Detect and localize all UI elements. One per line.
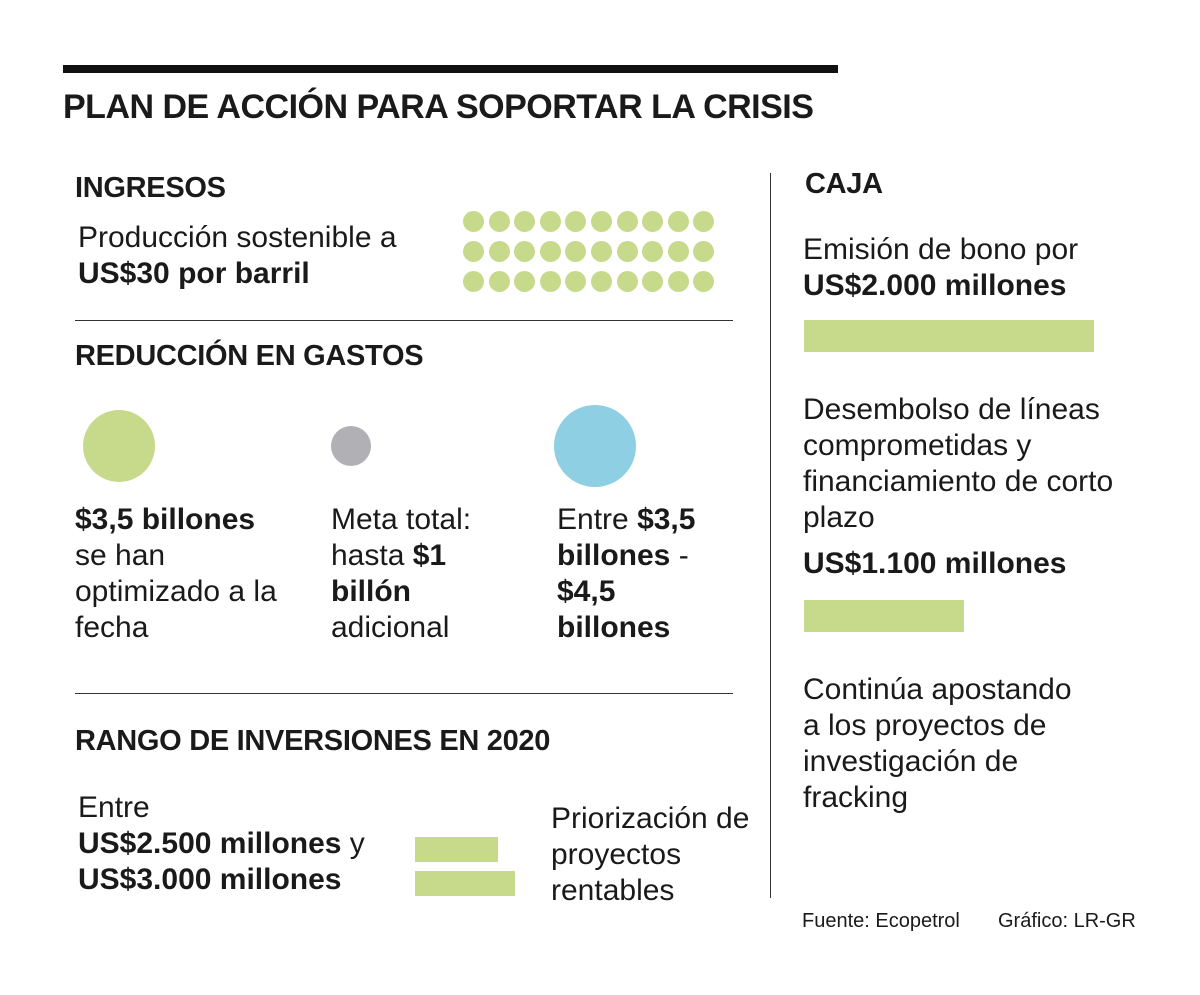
barrel-dot — [488, 271, 510, 292]
caja-item-1-text: Emisión de bono por — [803, 233, 1079, 266]
gastos-item-2-text: Meta total: hasta — [331, 503, 472, 572]
ingresos-text: Producción sostenible a US$30 por barril — [78, 220, 458, 292]
inversiones-amount-low: US$2.500 millones — [78, 827, 342, 860]
graphic-credit: Gráfico: LR-GR — [998, 910, 1136, 932]
barrel-dot — [539, 211, 561, 232]
gastos-item-3-text: Entre — [557, 503, 629, 536]
barrel-dot — [693, 271, 715, 292]
barrel-dot — [642, 271, 664, 292]
barrel-dot — [590, 241, 612, 262]
savings-circle-green — [83, 410, 155, 482]
barrel-dot — [616, 271, 638, 292]
barrel-dot — [693, 211, 715, 232]
gastos-item-1-amount: $3,5 billones — [75, 503, 256, 536]
barrel-dot — [539, 271, 561, 292]
inversiones-bar-high — [415, 871, 515, 896]
barrel-dot — [667, 241, 689, 262]
barrel-dot — [590, 211, 612, 232]
gastos-item-3: Entre $3,5 billones - $4,5 billones — [557, 502, 727, 646]
gastos-item-1-text: se han optimizado a la fecha — [75, 539, 277, 644]
barrel-dot — [693, 241, 715, 262]
inversiones-bar-low — [415, 837, 498, 862]
barrel-dot — [514, 271, 536, 292]
barrel-dot — [463, 211, 484, 232]
barrel-dot — [616, 241, 638, 262]
barrel-dot — [463, 271, 484, 292]
column-divider — [770, 173, 771, 898]
ingresos-text-line: Producción sostenible a — [78, 221, 397, 254]
gastos-item-1: $3,5 billones se han optimizado a la fec… — [75, 502, 295, 646]
barrel-dot — [488, 211, 510, 232]
savings-circle-gray — [331, 426, 371, 466]
inversiones-text: Entre US$2.500 millones y US$3.000 millo… — [78, 790, 418, 898]
barrel-dot — [616, 211, 638, 232]
caja-item-3-text: Continúa apostando a los proyectos de in… — [803, 673, 1072, 814]
top-rule — [63, 65, 838, 73]
barrel-dot — [565, 241, 587, 262]
inversiones-amount-high: US$3.000 millones — [78, 863, 342, 896]
barrel-dot — [642, 211, 664, 232]
gastos-item-2-suffix: adicional — [331, 611, 450, 644]
ingresos-heading: INGRESOS — [75, 172, 226, 204]
divider-1 — [75, 320, 733, 321]
caja-bar-credito — [804, 600, 964, 632]
inversiones-heading: RANGO DE INVERSIONES EN 2020 — [75, 725, 551, 757]
barrel-dot — [463, 241, 484, 262]
barrel-dot — [539, 241, 561, 262]
barrel-dot — [565, 211, 587, 232]
barrel-dot — [642, 241, 664, 262]
barrel-dot — [667, 271, 689, 292]
gastos-item-3-amount-high: $4,5 billones — [557, 575, 671, 644]
barrel-dot — [590, 271, 612, 292]
barrel-dots-grid — [463, 211, 715, 292]
page-title: PLAN DE ACCIÓN PARA SOPORTAR LA CRISIS — [63, 88, 814, 126]
gastos-item-2: Meta total: hasta $1 billón adicional — [331, 502, 501, 646]
barrel-dot — [488, 241, 510, 262]
caja-item-1: Emisión de bono por US$2.000 millones — [803, 232, 1173, 304]
barrel-dot — [514, 241, 536, 262]
gastos-item-3-dash: - — [670, 539, 689, 572]
savings-circle-blue — [554, 405, 636, 487]
inversiones-connector: y — [341, 827, 365, 860]
caja-item-2-amount: US$1.100 millones — [803, 547, 1067, 580]
barrel-dot — [514, 211, 536, 232]
divider-2 — [75, 693, 733, 694]
gastos-item-3-amount-low: $3,5 billones — [557, 503, 696, 572]
gastos-heading: REDUCCIÓN EN GASTOS — [75, 340, 424, 372]
source-credit: Fuente: Ecopetrol — [802, 910, 960, 932]
caja-item-2-text: Desembolso de líneas comprometidas y fin… — [803, 393, 1114, 534]
barrel-dot — [565, 271, 587, 292]
caja-bar-bono — [804, 320, 1094, 352]
inversiones-text-line: Entre — [78, 791, 150, 824]
caja-item-1-amount: US$2.000 millones — [803, 269, 1067, 302]
gastos-item-2-amount: $1 billón — [331, 539, 447, 608]
caja-heading: CAJA — [805, 168, 883, 200]
barrel-dot — [667, 211, 689, 232]
ingresos-price: US$30 por barril — [78, 257, 310, 290]
inversiones-side-note: Priorización de proyectos rentables — [551, 802, 750, 907]
